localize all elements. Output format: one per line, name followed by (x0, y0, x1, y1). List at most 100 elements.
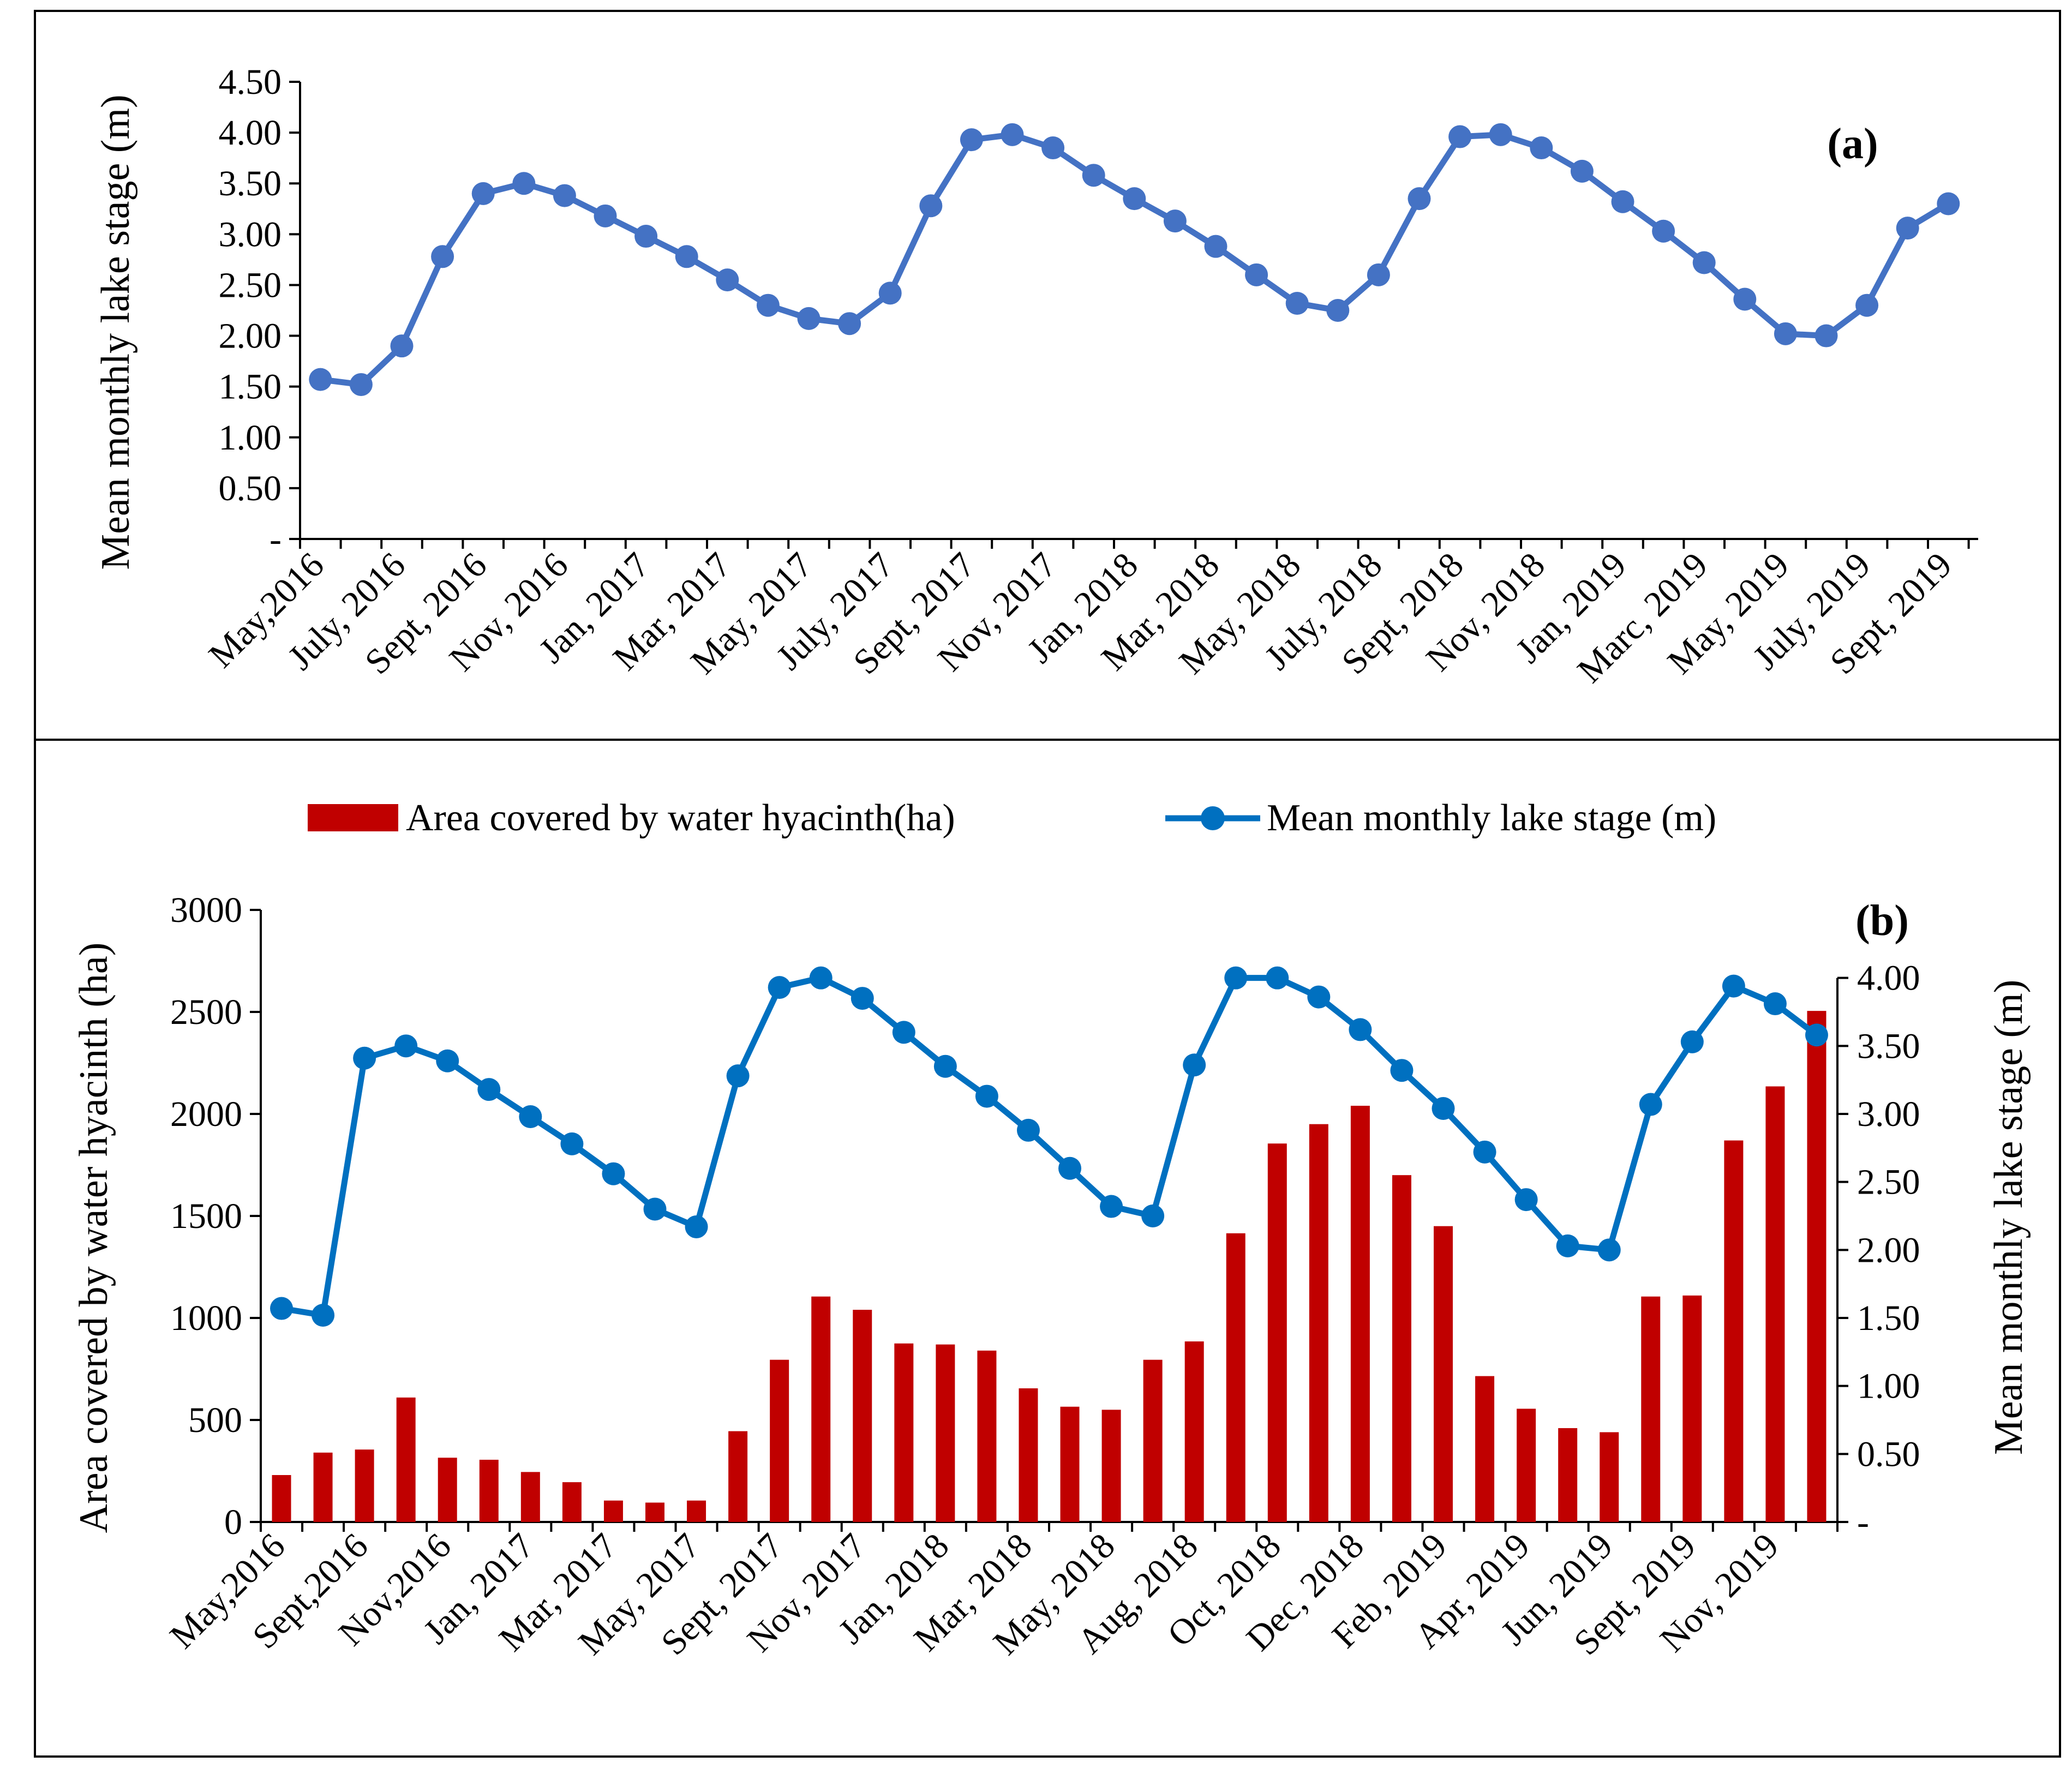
lake-stage-point (1367, 263, 1390, 286)
hyacinth-area-bar (1600, 1432, 1619, 1522)
lake-stage-point-b (1141, 1204, 1165, 1227)
hyacinth-area-bar (479, 1459, 499, 1522)
y-tick-label: 3.50 (219, 164, 282, 203)
y-tick-label: 2.50 (219, 265, 282, 305)
chart-a: -0.501.001.502.002.503.003.504.004.50May… (93, 62, 1978, 691)
lake-stage-point (431, 245, 454, 268)
lake-stage-point (1163, 209, 1187, 233)
y-right-tick-label: 4.00 (1857, 958, 1920, 998)
lake-stage-point-b (353, 1046, 376, 1070)
y-left-tick-label: 2000 (170, 1094, 242, 1134)
lake-stage-point-b (1016, 1118, 1040, 1142)
lake-stage-point-b (1763, 992, 1787, 1016)
lake-stage-point (1855, 293, 1879, 317)
lake-stage-point (1937, 192, 1960, 215)
lake-stage-point-b (809, 966, 833, 990)
lake-stage-point-b (1473, 1140, 1496, 1164)
hyacinth-area-bar (687, 1500, 706, 1522)
y-tick-label: 1.00 (219, 418, 282, 458)
chart-b: Area covered by water hyacinth(ha) Mean m… (71, 797, 2031, 1663)
lake-stage-point-b (1639, 1093, 1662, 1116)
lake-stage-point (471, 182, 495, 205)
y-right-tick-label: - (1857, 1502, 1869, 1542)
lake-stage-point-b (685, 1215, 708, 1238)
y-tick-label: 3.00 (219, 214, 282, 254)
lake-stage-point-b (1183, 1053, 1206, 1077)
lake-stage-point (960, 128, 983, 152)
lake-stage-point-b (560, 1132, 584, 1155)
lake-stage-point (349, 373, 373, 396)
legend-bar-swatch (308, 804, 398, 831)
lake-stage-point (919, 194, 943, 218)
y-left-tick-label: 3000 (170, 890, 242, 930)
hyacinth-area-bar (977, 1350, 997, 1522)
y-tick-label: 0.50 (219, 469, 282, 508)
lake-stage-point (1448, 125, 1472, 148)
lake-stage-point-b (975, 1084, 998, 1108)
lake-stage-point (675, 245, 698, 268)
panel-a: -0.50 1.00 1.50 2.00 2.50 3.00 3.50 4.00 4.50 May… (34, 10, 2061, 741)
hyacinth-area-bar (1184, 1341, 1204, 1522)
lake-stage-point-b (1514, 1188, 1538, 1212)
hyacinth-area-bar (645, 1502, 664, 1522)
y-right-tick-label: 0.50 (1857, 1434, 1920, 1474)
lake-stage-point-b (1224, 966, 1248, 990)
panel-label-b: (b) (1855, 897, 1909, 945)
lake-stage-point-b (602, 1162, 625, 1185)
hyacinth-area-bar (1475, 1376, 1495, 1522)
y-tick-label: 4.50 (219, 62, 282, 102)
legend-line-marker (1201, 806, 1225, 830)
hyacinth-area-bar (1267, 1143, 1287, 1522)
lake-stage-point-b (1390, 1059, 1414, 1082)
lake-stage-point (553, 184, 576, 207)
lake-stage-point-b (1597, 1238, 1621, 1262)
lake-stage-point (309, 368, 332, 391)
y-right-tick-label: 3.50 (1857, 1026, 1920, 1066)
hyacinth-area-bar (1682, 1295, 1702, 1522)
lake-stage-point (1001, 123, 1024, 146)
lake-stage-point (756, 293, 780, 317)
y-axis-right-title: Mean monthly lake stage (m) (1986, 980, 2031, 1455)
hyacinth-area-bar (355, 1449, 374, 1522)
hyacinth-area-bar (438, 1458, 457, 1522)
lake-stage-point-b (436, 1049, 459, 1072)
lake-stage-point-b (394, 1034, 418, 1058)
hyacinth-area-bar (1558, 1428, 1578, 1522)
lake-stage-point (1489, 123, 1512, 146)
y-left-tick-label: 1000 (170, 1298, 242, 1338)
lake-stage-point-b (1432, 1097, 1455, 1120)
lake-stage-point (1774, 322, 1797, 345)
lake-stage-point-b (1805, 1023, 1828, 1047)
hyacinth-area-bar (936, 1344, 955, 1522)
lake-stage-line-b (281, 975, 1819, 1318)
lake-stage-point (1245, 263, 1268, 286)
y-left-tick-label: 1500 (170, 1196, 242, 1236)
hyacinth-area-bar (562, 1482, 582, 1522)
lake-stage-point (512, 172, 536, 195)
lake-stage-point (878, 281, 902, 305)
hyacinth-area-bar (603, 1500, 623, 1522)
lake-stage-point (390, 334, 414, 358)
lake-stage-point (1041, 136, 1065, 160)
legend-line-label: Mean monthly lake stage (m) (1267, 797, 1716, 839)
y-right-tick-label: 2.00 (1857, 1230, 1920, 1270)
y-left-tick-label: 2500 (170, 992, 242, 1032)
hyacinth-area-bar (1350, 1106, 1370, 1522)
y-axis-title: Mean monthly lake stage (m) (93, 94, 138, 570)
lake-stage-point (1204, 235, 1227, 258)
hyacinth-area-bar (1434, 1226, 1453, 1522)
hyacinth-area-bar (396, 1397, 416, 1522)
lake-stage-point (1285, 291, 1309, 315)
hyacinth-area-bar (520, 1472, 540, 1522)
hyacinth-area-bar (728, 1431, 748, 1522)
hyacinth-area-bar (1517, 1409, 1536, 1522)
lake-stage-point-b (1556, 1234, 1579, 1257)
lake-stage-point (716, 268, 739, 292)
lake-stage-point-b (933, 1054, 957, 1078)
hyacinth-area-bar (770, 1359, 789, 1522)
hyacinth-area-bar (1143, 1359, 1163, 1522)
lake-stage-point (1123, 187, 1146, 211)
lake-stage-point (1082, 164, 1105, 187)
hyacinth-area-bar (1641, 1296, 1661, 1522)
lake-stage-point (1326, 299, 1350, 322)
